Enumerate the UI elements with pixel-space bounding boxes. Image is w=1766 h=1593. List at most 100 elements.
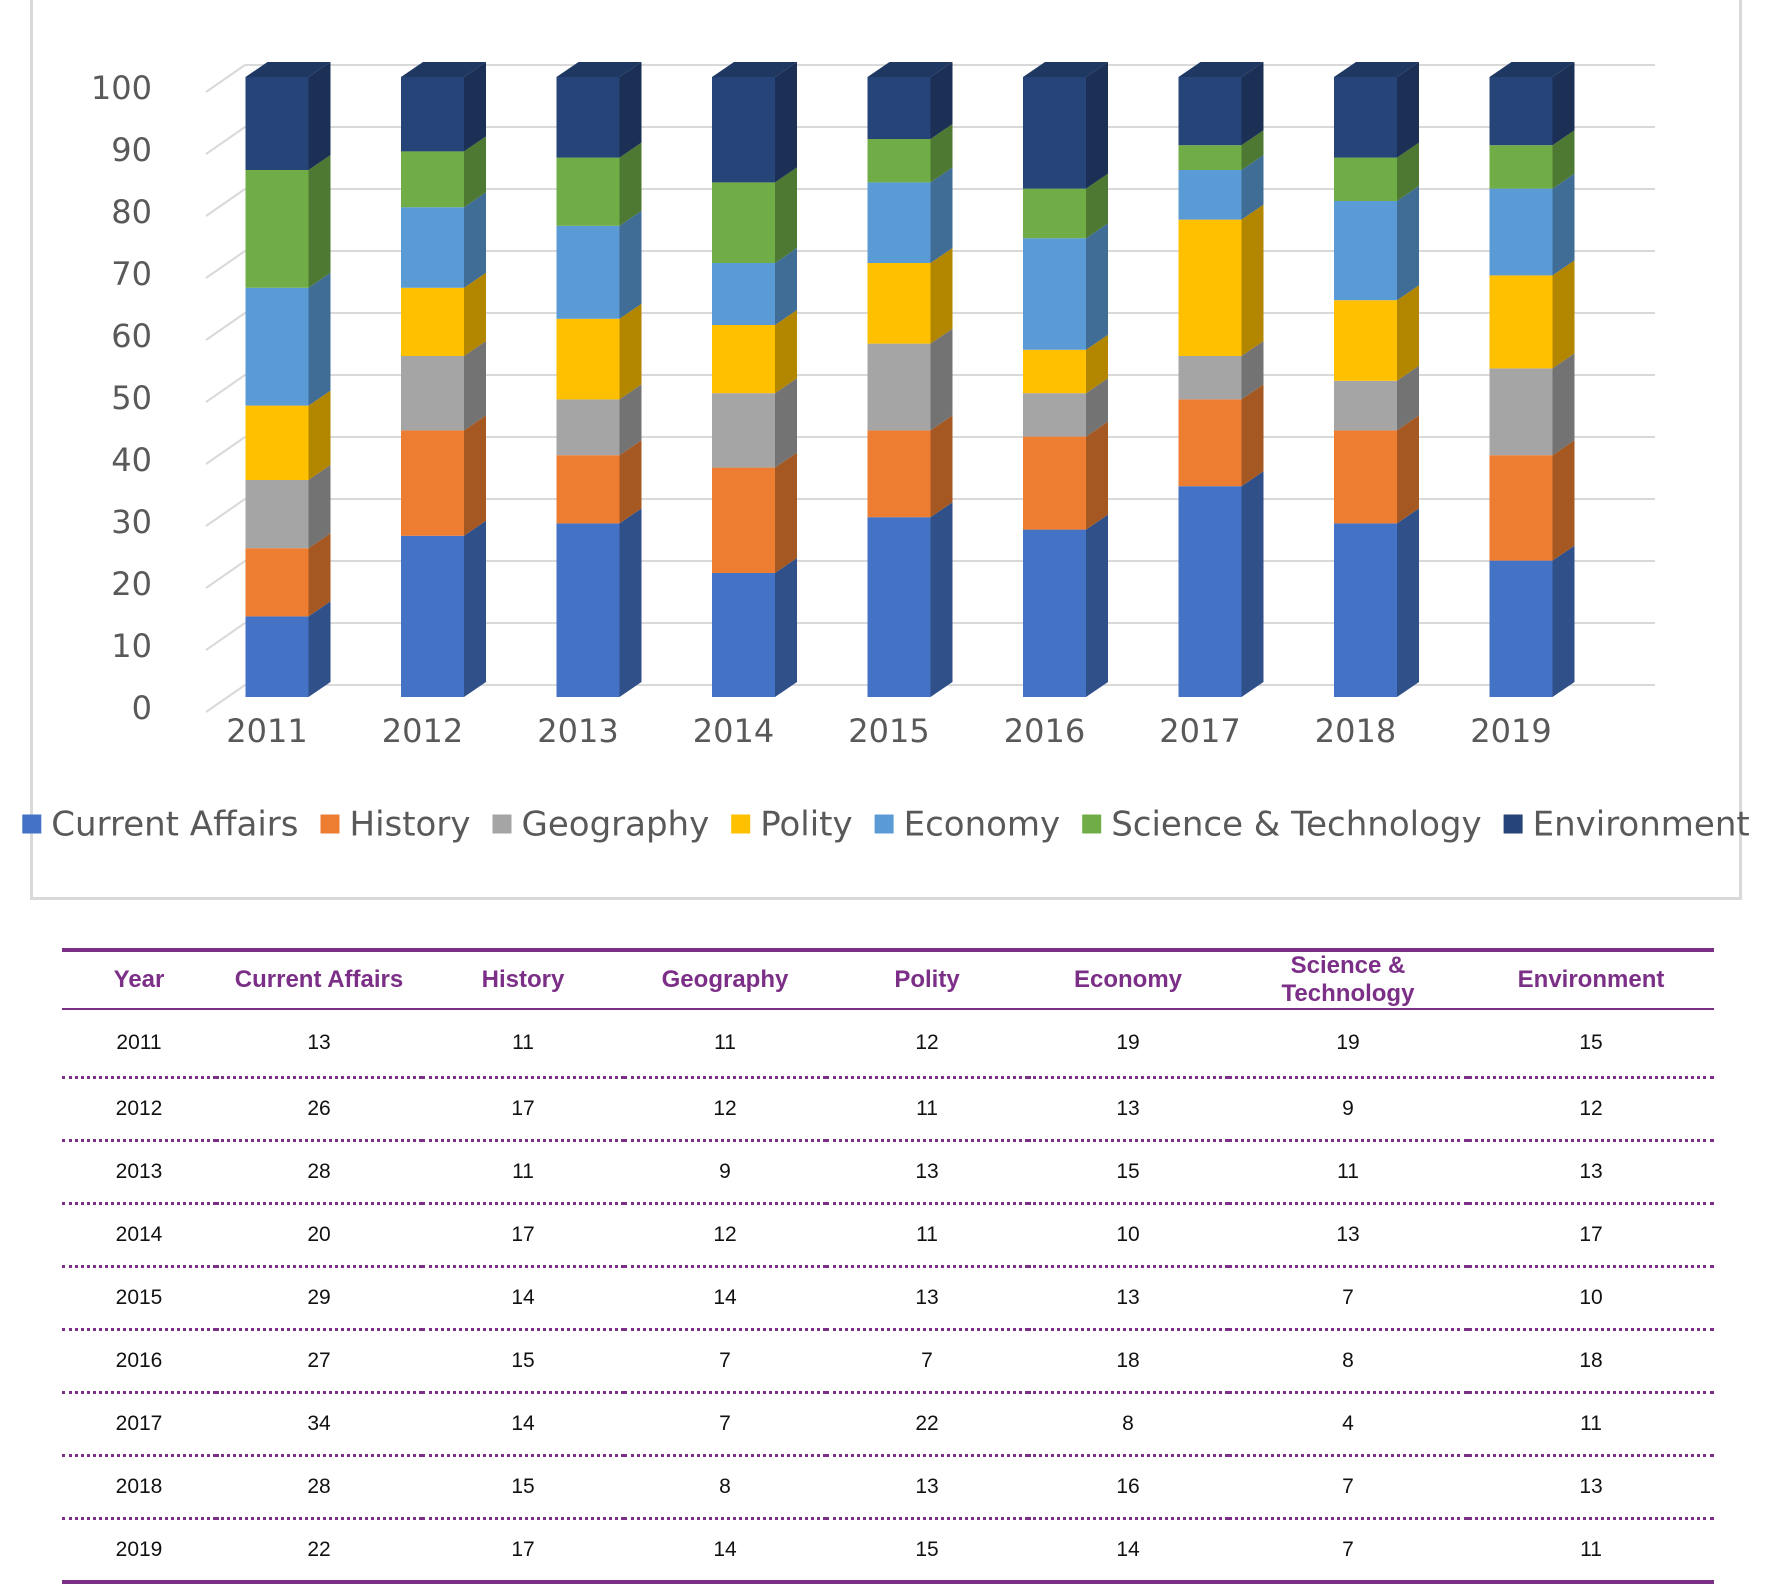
cell-science-technology: 13 (1228, 1203, 1468, 1268)
y-tick-label: 100 (91, 69, 152, 107)
bar-segment-environment (1489, 62, 1575, 146)
gridline-side (205, 312, 246, 341)
bar-segment-side (775, 248, 797, 325)
legend-swatch (874, 814, 894, 834)
cell-year: 2018 (62, 1455, 216, 1520)
legend-swatch (320, 814, 340, 834)
cell-polity: 12 (826, 1009, 1028, 1079)
bar-segment-current-affairs (556, 508, 642, 697)
gridline-side (205, 622, 246, 651)
bar-segment-current-affairs (867, 502, 953, 697)
y-axis: 0 10 20 30 40 50 60 70 80 90 100 (91, 69, 152, 727)
bar-segment-front (1489, 188, 1553, 276)
table-row: 2011 13 11 11 12 19 19 15 (62, 1009, 1714, 1079)
column-header-economy: Economy (1073, 966, 1183, 993)
x-axis: 2011 2012 2013 2014 2015 2016 2017 2018 2019 (226, 712, 1551, 750)
gridline-side (205, 436, 246, 465)
bar-segment-polity (1334, 285, 1419, 381)
legend-label: Science & Technology (1111, 805, 1481, 845)
cell-year: 2016 (62, 1329, 216, 1394)
bar-segment-polity (1489, 260, 1575, 369)
bar-segment-side (930, 124, 953, 183)
bar-segment-current-affairs (1489, 545, 1575, 697)
bar-stack-2016 (1023, 62, 1108, 697)
bar-segment-front (245, 616, 309, 697)
cell-science-technology: 11 (1228, 1140, 1468, 1205)
bar-segment-side (1552, 130, 1575, 189)
cell-environment: 11 (1468, 1392, 1714, 1457)
bar-segment-side (619, 210, 642, 319)
gridline-side (205, 498, 246, 527)
bar-segment-front (556, 523, 620, 697)
bar-segment-science-and-technology (401, 136, 486, 208)
bar-top-face (1489, 62, 1575, 77)
legend-swatch (731, 814, 751, 834)
x-tick-label: 2016 (1004, 712, 1085, 750)
bar-segment-front (1489, 455, 1553, 561)
bar-segment-front (556, 225, 620, 319)
bar-segment-front (1023, 77, 1086, 189)
bar-segment-economy (1334, 186, 1419, 301)
bar-segment-side (1241, 155, 1264, 220)
y-tick-label: 0 (132, 689, 152, 727)
table-row: 2013 28 11 9 13 15 11 13 (62, 1140, 1714, 1205)
bar-segment-science-and-technology (1489, 130, 1575, 189)
bar-segment-polity (867, 248, 953, 344)
cell-environment: 13 (1468, 1140, 1714, 1205)
legend-label: Geography (522, 805, 710, 845)
bar-segment-side (1086, 421, 1108, 530)
bar-segment-geography (712, 378, 797, 468)
table-row: 2016 27 15 7 7 18 8 18 (62, 1329, 1714, 1394)
bar-segment-front (245, 287, 309, 406)
bar-segment-side (775, 452, 797, 573)
cell-economy: 10 (1028, 1203, 1228, 1268)
bar-segment-side (308, 465, 331, 549)
chart-bars (245, 62, 1575, 697)
gridline-side (205, 250, 246, 279)
cell-environment: 12 (1468, 1077, 1714, 1142)
table-row: 2019 22 17 14 15 14 7 11 (62, 1518, 1714, 1584)
y-tick-label: 50 (111, 379, 152, 417)
bar-segment-polity (1023, 334, 1108, 394)
cell-polity: 11 (826, 1203, 1028, 1268)
y-tick-label: 90 (111, 131, 152, 169)
table-row: 2017 34 14 7 22 8 4 11 (62, 1392, 1714, 1457)
bar-segment-front (867, 263, 931, 344)
bar-segment-history (867, 415, 953, 518)
cell-economy: 15 (1028, 1140, 1228, 1205)
column-header-year: Year (113, 966, 165, 993)
bar-segment-side (1552, 440, 1575, 561)
bar-segment-front (401, 287, 464, 356)
cell-geography: 11 (624, 1009, 826, 1079)
gridline-side (205, 374, 246, 403)
y-tick-label: 10 (111, 627, 152, 665)
cell-current-affairs: 28 (216, 1455, 422, 1520)
bar-segment-current-affairs (1178, 471, 1264, 697)
bar-segment-side (1086, 223, 1108, 350)
table-header-row: Year Current Affairs History Geography P… (62, 950, 1714, 1009)
cell-year: 2019 (62, 1518, 216, 1584)
table-row: 2015 29 14 14 13 13 7 10 (62, 1266, 1714, 1331)
x-tick-label: 2018 (1315, 712, 1396, 750)
bar-stack-2014 (712, 62, 797, 697)
cell-science-technology: 7 (1228, 1266, 1468, 1331)
bar-segment-front (1489, 77, 1553, 146)
bar-segment-side (775, 62, 797, 183)
bar-segment-environment (1178, 62, 1264, 146)
bar-segment-side (619, 440, 642, 524)
bar-segment-front (556, 455, 620, 524)
legend-item-environment: Environment (1503, 805, 1750, 845)
bar-segment-side (930, 415, 953, 518)
cell-environment: 17 (1468, 1203, 1714, 1268)
bar-segment-front (712, 263, 775, 325)
cell-history: 17 (422, 1077, 624, 1142)
cell-environment: 18 (1468, 1329, 1714, 1394)
gridline-side (205, 684, 246, 713)
bar-segment-side (464, 341, 486, 431)
bar-segment-side (619, 508, 642, 697)
bar-segment-side (619, 62, 642, 158)
x-tick-label: 2013 (537, 712, 618, 750)
bar-top-face (245, 62, 331, 77)
bar-segment-science-and-technology (1023, 173, 1108, 239)
cell-history: 11 (422, 1140, 624, 1205)
